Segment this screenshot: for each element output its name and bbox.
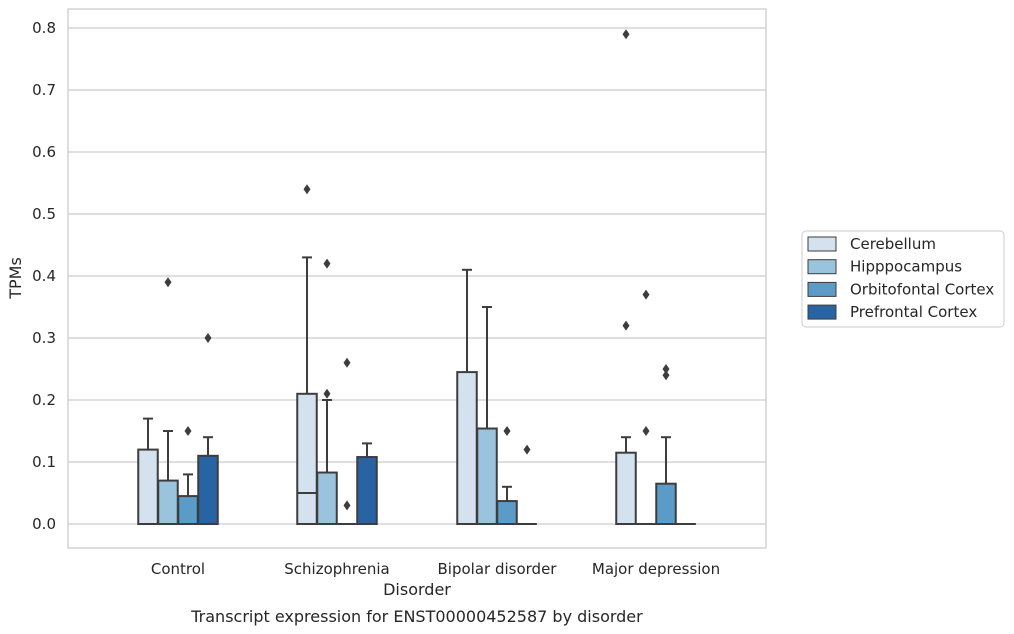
box-iqr bbox=[476, 427, 498, 525]
y-tick-labels: 0.0 0.1 0.2 0.3 0.4 0.5 0.6 0.7 0.8 bbox=[32, 19, 56, 533]
y-tick-label: 0.8 bbox=[32, 19, 56, 37]
outlier-point bbox=[523, 444, 531, 455]
box-iqr bbox=[137, 448, 159, 526]
y-tick-label: 0.7 bbox=[32, 81, 56, 99]
box-hipppocampus bbox=[636, 289, 656, 525]
outlier-point bbox=[642, 289, 650, 300]
box-iqr bbox=[655, 482, 677, 526]
outlier-point bbox=[164, 277, 172, 288]
box-cerebellum bbox=[296, 184, 318, 525]
legend-swatch bbox=[807, 304, 837, 320]
x-axis-label: Disorder bbox=[383, 580, 451, 599]
legend: Cerebellum Hipppocampus Orbitofontal Corte… bbox=[801, 230, 1005, 328]
y-tick-label: 0.5 bbox=[32, 205, 56, 223]
legend-label: Cerebellum bbox=[850, 235, 936, 253]
x-tick-label: Schizophrenia bbox=[284, 560, 389, 578]
outlier-point bbox=[303, 184, 311, 195]
box-cerebellum bbox=[137, 417, 159, 526]
box-orbitofontal-cortex bbox=[655, 364, 677, 526]
box-iqr bbox=[456, 371, 478, 525]
outlier-point bbox=[343, 357, 351, 368]
y-tick-label: 0.2 bbox=[32, 391, 56, 409]
box-iqr bbox=[177, 495, 199, 526]
x-tick-labels: Control Schizophrenia Bipolar disorder Majo… bbox=[151, 560, 720, 578]
outlier-point bbox=[622, 29, 630, 40]
x-tick-label: Bipolar disorder bbox=[438, 560, 558, 578]
box-cerebellum bbox=[456, 268, 478, 525]
box-prefrontal-cortex bbox=[197, 333, 219, 525]
outlier-point bbox=[503, 426, 511, 436]
outlier-point bbox=[662, 364, 670, 374]
chart-caption: Transcript expression for ENST0000045258… bbox=[190, 607, 643, 626]
legend-label: Prefrontal Cortex bbox=[850, 303, 977, 321]
box-hipppocampus bbox=[316, 258, 338, 526]
legend-swatch bbox=[807, 281, 837, 297]
box-iqr bbox=[157, 479, 179, 526]
legend-swatch bbox=[807, 236, 837, 252]
outlier-point bbox=[184, 426, 192, 436]
plot-frame bbox=[67, 8, 767, 549]
outlier-point bbox=[662, 370, 670, 381]
legend-label: Hipppocampus bbox=[850, 258, 962, 276]
box-series bbox=[137, 29, 696, 526]
y-axis-label: TPMs bbox=[6, 257, 25, 300]
outlier-point bbox=[204, 333, 212, 343]
x-tick-label: Control bbox=[151, 560, 205, 578]
outlier-point bbox=[622, 320, 630, 331]
y-tick-label: 0.3 bbox=[32, 329, 56, 347]
legend-frame bbox=[801, 230, 1005, 328]
box-iqr bbox=[316, 471, 338, 526]
y-tick-label: 0.0 bbox=[32, 515, 56, 533]
legend-swatch bbox=[807, 259, 837, 275]
plot-background bbox=[68, 9, 766, 548]
box-orbitofontal-cortex bbox=[177, 426, 199, 526]
box-orbitofontal-cortex bbox=[337, 357, 357, 525]
box-hipppocampus bbox=[476, 306, 498, 525]
box-cerebellum bbox=[615, 29, 637, 526]
box-orbitofontal-cortex bbox=[496, 426, 518, 525]
y-tick-label: 0.6 bbox=[32, 143, 56, 161]
x-tick-label: Major depression bbox=[592, 560, 720, 578]
y-tick-label: 0.4 bbox=[32, 267, 56, 285]
outlier-point bbox=[343, 500, 351, 511]
box-prefrontal-cortex bbox=[356, 442, 378, 526]
y-tick-label: 0.1 bbox=[32, 453, 56, 471]
box-iqr bbox=[615, 451, 637, 526]
box-iqr bbox=[496, 500, 518, 525]
legend-label: Orbitofontal Cortex bbox=[850, 280, 994, 298]
outlier-point bbox=[323, 388, 331, 399]
box-iqr bbox=[296, 392, 318, 525]
outlier-point bbox=[323, 258, 331, 269]
box-iqr bbox=[356, 456, 378, 526]
box-iqr bbox=[197, 454, 219, 525]
box-prefrontal-cortex bbox=[517, 444, 537, 525]
outlier-point bbox=[642, 426, 650, 436]
